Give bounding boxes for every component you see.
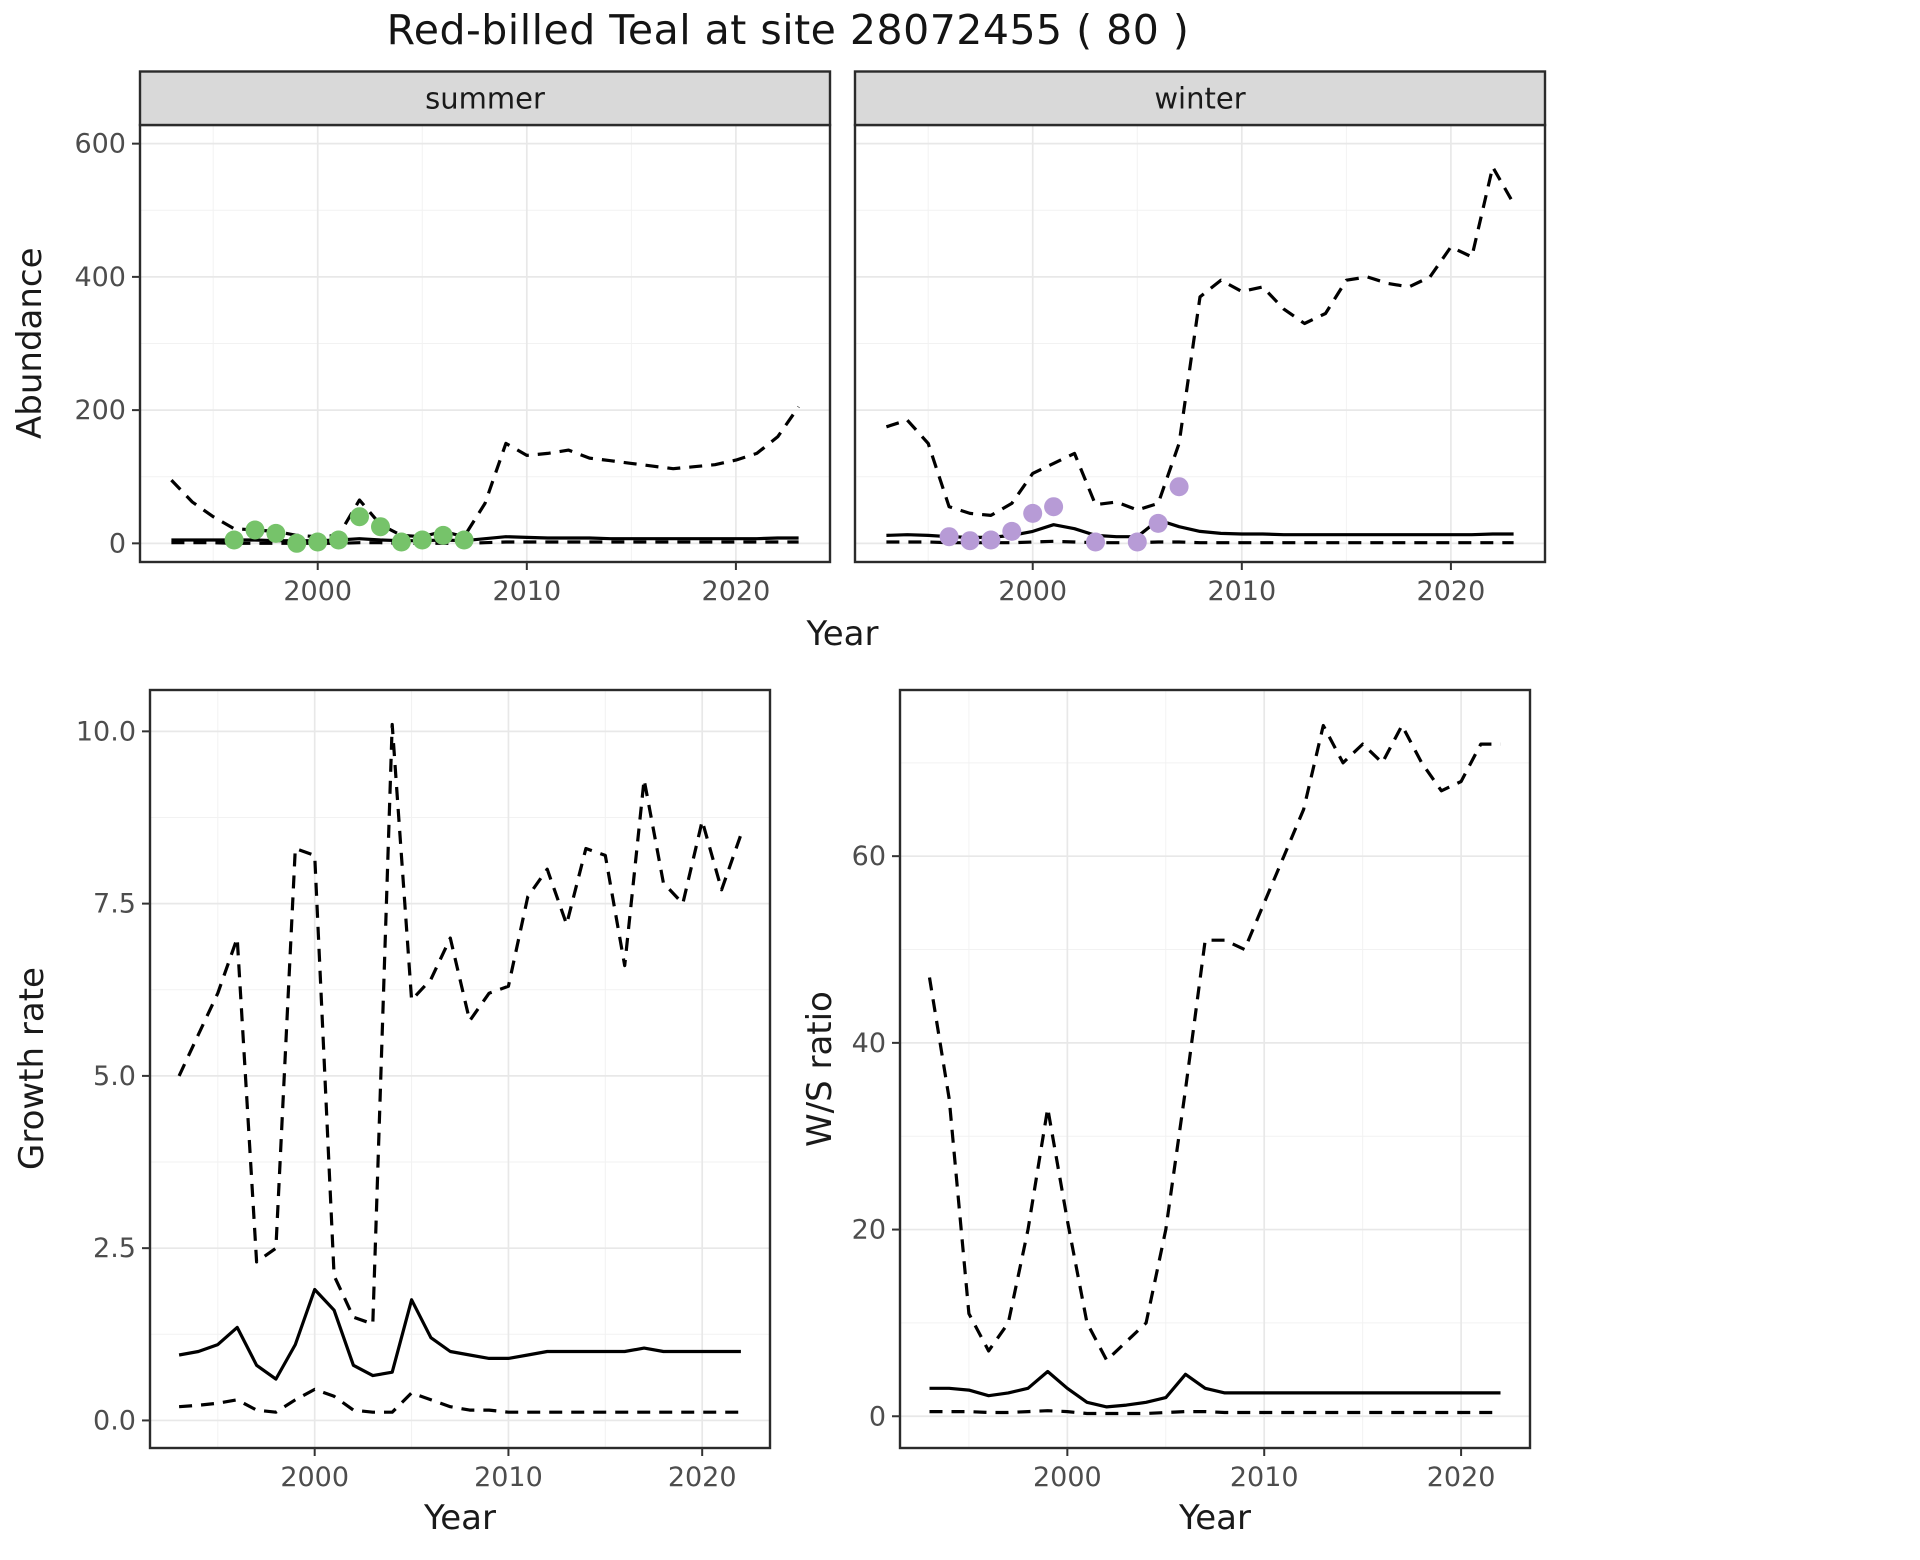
series-upper_95ci xyxy=(177,722,743,1326)
y-tick-label: 7.5 xyxy=(93,889,136,920)
point-observed_counts_winter xyxy=(1086,532,1105,552)
point-observed_counts_summer xyxy=(371,517,390,537)
facet-strip-label: winter xyxy=(1154,82,1245,116)
y-tick-label: 0 xyxy=(109,528,126,559)
point-observed_counts_summer xyxy=(391,532,411,552)
point-observed_counts_summer xyxy=(350,507,369,527)
point-observed_counts_winter xyxy=(939,527,959,547)
series-median xyxy=(178,1287,741,1381)
x-tick-label: 2010 xyxy=(1230,1462,1299,1493)
x-axis-label-growth: Year xyxy=(424,1498,496,1538)
series-lower_95ci xyxy=(929,1409,1501,1416)
x-axis-label-ws: Year xyxy=(1179,1498,1251,1538)
chart-svg-growth_rate: 2000 2010 2020 0.0 2.5 5.0 7.5 10.0 xyxy=(76,688,772,1493)
chart-svg-abundance_summer: 2000 2010 2020 0 200 400 600 summer xyxy=(74,70,832,607)
x-tick-label: 2000 xyxy=(280,1462,349,1493)
series-upper_95ci xyxy=(927,723,1501,1362)
point-observed_counts_summer xyxy=(224,530,244,550)
chart-svg-ws_ratio: 2000 2010 2020 0 20 40 60 xyxy=(852,688,1532,1493)
y-axis-label-growth-rate: Growth rate xyxy=(12,967,52,1171)
y-tick-label: 60 xyxy=(852,841,886,872)
series-lower_95ci xyxy=(178,1387,741,1414)
point-observed_counts_summer xyxy=(287,533,307,553)
point-observed_counts_summer xyxy=(329,530,349,550)
x-tick-label: 2020 xyxy=(668,1462,737,1493)
point-observed_counts_winter xyxy=(1044,497,1064,517)
point-observed_counts_winter xyxy=(981,530,1001,550)
abundance-summer-panel: 2000 2010 2020 0 200 400 600 summer xyxy=(58,70,838,615)
point-observed_counts_winter xyxy=(1127,532,1147,552)
point-observed_counts_summer xyxy=(245,520,265,540)
x-tick-label: 2010 xyxy=(492,576,561,607)
panel-border xyxy=(148,688,772,1450)
x-tick-label: 2010 xyxy=(474,1462,543,1493)
series-lower_95ci xyxy=(171,540,799,545)
plot-background xyxy=(900,690,1530,1448)
facet-strip-label: summer xyxy=(425,82,545,116)
x-tick-label: 2000 xyxy=(998,576,1067,607)
point-observed_counts_summer xyxy=(412,530,432,550)
x-tick-label: 2020 xyxy=(1417,576,1486,607)
point-observed_counts_winter xyxy=(1169,477,1189,497)
facet-strip xyxy=(138,70,832,127)
point-observed_counts_summer xyxy=(433,525,453,545)
plot-background xyxy=(150,690,770,1448)
x-tick-label: 2020 xyxy=(1427,1462,1496,1493)
y-tick-label: 0 xyxy=(869,1401,886,1432)
x-axis-label-top: Year xyxy=(806,614,879,654)
chart-title: Red-billed Teal at site 28072455 ( 80 ) xyxy=(386,6,1190,54)
abundance-winter-panel: 2000 2010 2020 winter xyxy=(853,70,1553,615)
x-tick-label: 2000 xyxy=(283,576,352,607)
y-tick-label: 2.5 xyxy=(93,1233,136,1264)
series-median xyxy=(929,1369,1501,1409)
series-upper_95ci xyxy=(885,165,1515,517)
y-tick-label: 400 xyxy=(74,262,126,293)
y-tick-label: 200 xyxy=(74,395,126,426)
y-tick-label: 20 xyxy=(852,1215,886,1246)
y-axis-label-abundance: Abundance xyxy=(10,247,50,440)
y-tick-label: 0.0 xyxy=(93,1405,136,1436)
x-tick-label: 2000 xyxy=(1033,1462,1102,1493)
point-observed_counts_winter xyxy=(960,531,980,551)
chart-svg-abundance_winter: 2000 2010 2020 winter xyxy=(853,70,1547,607)
point-observed_counts_summer xyxy=(308,532,328,552)
point-observed_counts_winter xyxy=(1023,503,1043,523)
x-tick-label: 2010 xyxy=(1207,576,1276,607)
facet-strip xyxy=(853,70,1547,127)
panel-border xyxy=(898,688,1532,1450)
y-tick-label: 10.0 xyxy=(76,716,136,747)
point-observed_counts_winter xyxy=(1148,513,1168,533)
growth-rate-panel: 2000 2010 2020 0.0 2.5 5.0 7.5 10.0 xyxy=(60,678,780,1493)
y-tick-label: 600 xyxy=(74,129,126,160)
point-observed_counts_summer xyxy=(454,530,474,550)
y-tick-label: 40 xyxy=(852,1028,886,1059)
y-tick-label: 5.0 xyxy=(93,1061,136,1092)
point-observed_counts_winter xyxy=(1002,521,1022,541)
series-lower_95ci xyxy=(886,539,1514,545)
point-observed_counts_summer xyxy=(266,523,286,543)
ws-ratio-panel: 2000 2010 2020 0 20 40 60 xyxy=(812,678,1542,1493)
x-tick-label: 2020 xyxy=(702,576,771,607)
